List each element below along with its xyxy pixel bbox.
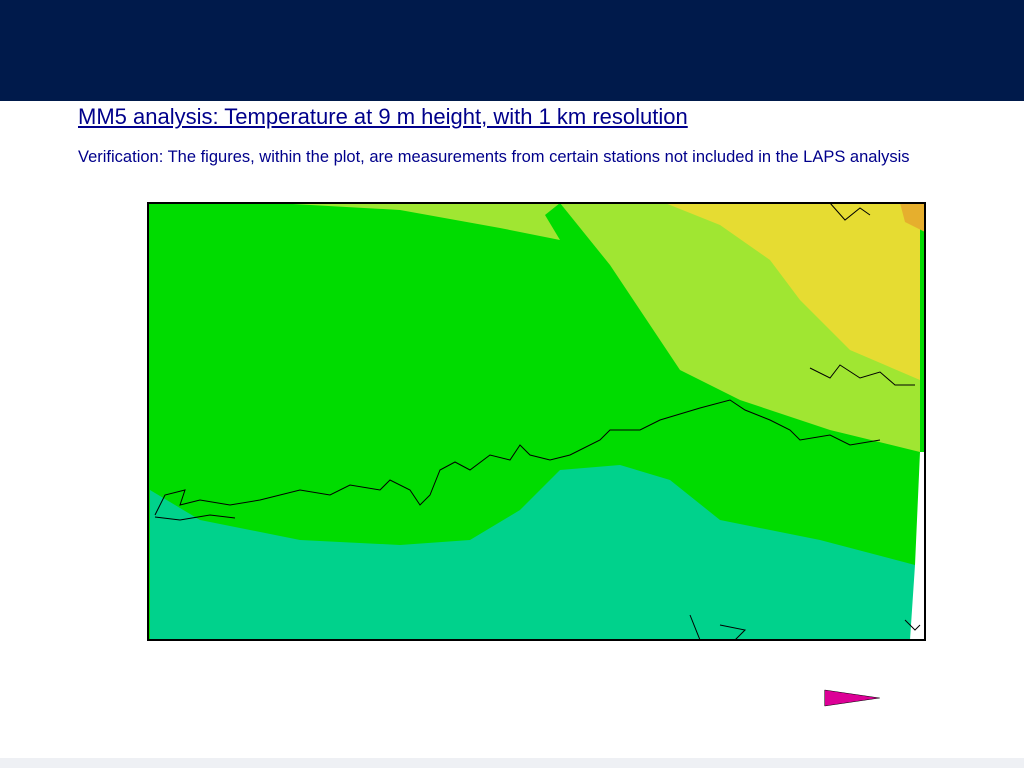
map-fill xyxy=(148,203,925,640)
colorbar-over xyxy=(824,689,880,707)
region xyxy=(900,203,925,232)
title: MM5 analysis: Temperature at 9 m height,… xyxy=(78,104,688,129)
region xyxy=(280,203,920,452)
region xyxy=(665,203,920,380)
coastline xyxy=(154,202,921,641)
plot-frame xyxy=(147,202,926,641)
colorbar xyxy=(824,689,880,707)
subtitle: Verification: The figures, within the pl… xyxy=(78,148,910,166)
region xyxy=(910,452,925,640)
footer-band xyxy=(0,758,1024,768)
region xyxy=(275,203,560,240)
header-band xyxy=(0,0,1024,101)
region xyxy=(148,203,270,260)
region xyxy=(150,465,915,640)
